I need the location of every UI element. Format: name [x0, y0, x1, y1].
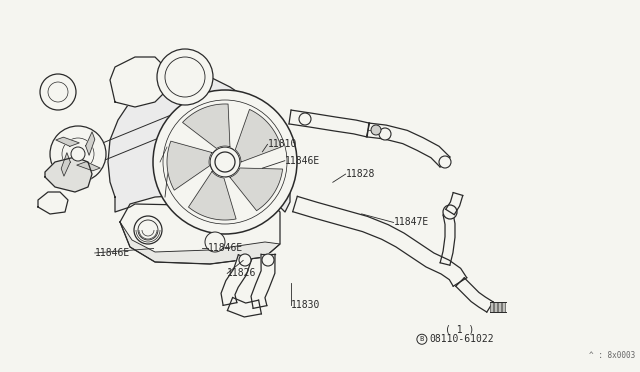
- Text: 08110-61022: 08110-61022: [429, 334, 493, 344]
- Circle shape: [239, 254, 251, 266]
- Text: ( 1 ): ( 1 ): [445, 325, 474, 334]
- Text: 11810: 11810: [268, 140, 297, 149]
- Bar: [502, 302, 505, 312]
- Polygon shape: [110, 57, 165, 107]
- Circle shape: [205, 232, 225, 252]
- Polygon shape: [227, 298, 261, 317]
- Polygon shape: [251, 254, 275, 308]
- Circle shape: [134, 216, 162, 244]
- Polygon shape: [289, 110, 369, 137]
- Circle shape: [443, 205, 457, 219]
- Circle shape: [371, 125, 381, 135]
- Polygon shape: [189, 171, 236, 220]
- Text: 11846E: 11846E: [285, 156, 320, 166]
- Polygon shape: [367, 123, 450, 167]
- Polygon shape: [61, 153, 70, 176]
- Polygon shape: [56, 137, 79, 146]
- Bar: [490, 302, 493, 312]
- Text: 11846E: 11846E: [208, 243, 243, 253]
- Circle shape: [299, 113, 311, 125]
- Circle shape: [439, 156, 451, 168]
- Circle shape: [40, 74, 76, 110]
- Polygon shape: [108, 72, 290, 212]
- Text: 11830: 11830: [291, 300, 321, 310]
- Polygon shape: [120, 194, 280, 264]
- Circle shape: [157, 49, 213, 105]
- Polygon shape: [167, 141, 212, 190]
- Text: 11828: 11828: [346, 169, 375, 179]
- Polygon shape: [86, 132, 95, 155]
- Polygon shape: [292, 196, 467, 286]
- Circle shape: [379, 128, 391, 140]
- Polygon shape: [440, 213, 455, 265]
- Text: 11846E: 11846E: [95, 248, 130, 258]
- Circle shape: [71, 147, 85, 161]
- Bar: [494, 302, 497, 312]
- Text: ^ : 8x0003: ^ : 8x0003: [589, 351, 635, 360]
- Polygon shape: [120, 222, 280, 264]
- Polygon shape: [77, 162, 100, 171]
- Polygon shape: [446, 193, 463, 215]
- Text: 11847E: 11847E: [394, 218, 429, 227]
- Circle shape: [210, 147, 240, 177]
- Polygon shape: [456, 278, 493, 312]
- Polygon shape: [182, 104, 230, 148]
- Polygon shape: [236, 109, 281, 162]
- Polygon shape: [45, 157, 92, 192]
- Text: B: B: [420, 336, 424, 342]
- Circle shape: [262, 254, 274, 266]
- Circle shape: [153, 90, 297, 234]
- Polygon shape: [221, 255, 252, 305]
- Polygon shape: [230, 168, 283, 211]
- Bar: [498, 302, 501, 312]
- Polygon shape: [38, 192, 68, 214]
- Circle shape: [50, 126, 106, 182]
- Text: 11826: 11826: [227, 269, 257, 278]
